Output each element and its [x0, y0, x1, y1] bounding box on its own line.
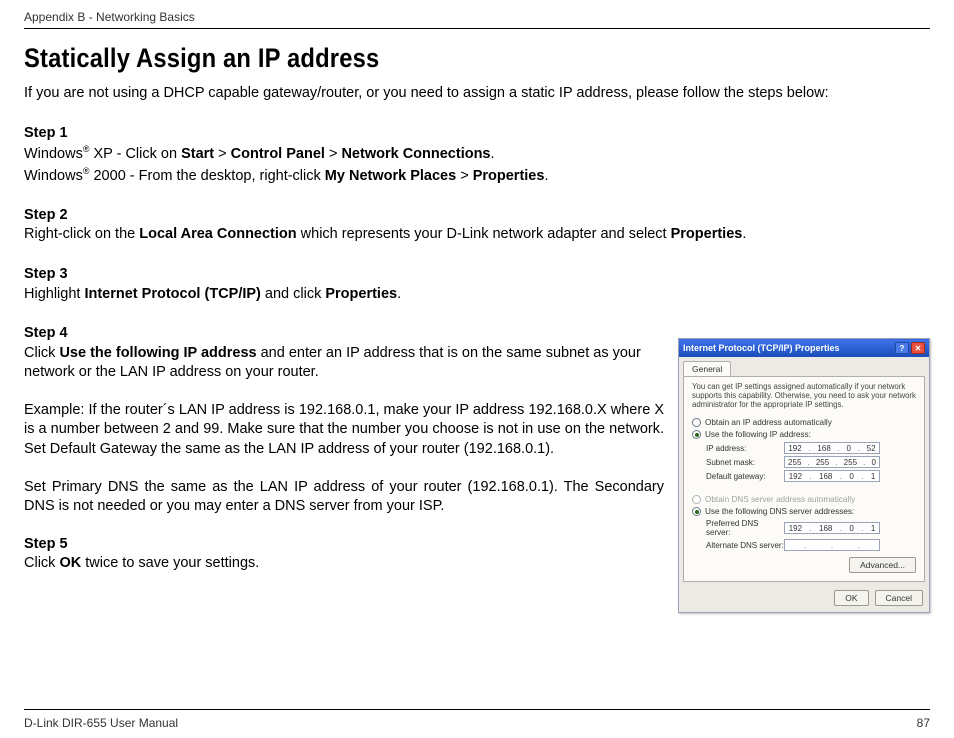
radio-use-dns-label: Use the following DNS server addresses: — [705, 507, 854, 516]
cancel-button[interactable]: Cancel — [875, 590, 923, 606]
step2-prop: Properties — [671, 226, 743, 242]
step-2: Step 2 Right-click on the Local Area Con… — [24, 206, 930, 245]
input-ip-address[interactable]: 192.168.0.52 — [784, 442, 880, 454]
step-3: Step 3 Highlight Internet Protocol (TCP/… — [24, 265, 930, 304]
dialog-titlebar: Internet Protocol (TCP/IP) Properties ? … — [679, 339, 929, 357]
step5-ok: OK — [59, 555, 81, 571]
step3-prop: Properties — [325, 286, 397, 302]
input-subnet-mask[interactable]: 255.255.255.0 — [784, 456, 880, 468]
step-5: Step 5 Click OK twice to save your setti… — [24, 535, 664, 574]
tcpip-properties-dialog: Internet Protocol (TCP/IP) Properties ? … — [678, 338, 930, 613]
step1-cp: Control Panel — [231, 146, 325, 162]
step2-lac: Local Area Connection — [139, 226, 296, 242]
advanced-button[interactable]: Advanced... — [849, 557, 916, 573]
step1-nc: Network Connections — [341, 146, 490, 162]
step-5-label: Step 5 — [24, 535, 664, 555]
step-4: Step 4 Click Use the following IP addres… — [24, 324, 664, 517]
step3-tcpip: Internet Protocol (TCP/IP) — [84, 286, 260, 302]
step1-2k-prefix: Windows — [24, 167, 83, 183]
step1-2k-mid: 2000 - From the desktop, right-click — [89, 167, 324, 183]
step4-example1: Example: If the router´s LAN IP address … — [24, 401, 664, 460]
step4-example2: Set Primary DNS the same as the LAN IP a… — [24, 478, 664, 517]
step-3-label: Step 3 — [24, 265, 930, 285]
tab-general[interactable]: General — [683, 361, 731, 376]
label-pdns: Preferred DNS server: — [706, 519, 784, 537]
footer-product: D-Link DIR-655 User Manual — [24, 716, 178, 730]
dialog-title: Internet Protocol (TCP/IP) Properties — [683, 343, 840, 353]
radio-auto-ip[interactable] — [692, 418, 701, 427]
ok-button[interactable]: OK — [834, 590, 868, 606]
radio-use-ip-label: Use the following IP address: — [705, 430, 811, 439]
step-1-label: Step 1 — [24, 124, 930, 144]
label-subnet: Subnet mask: — [706, 458, 784, 467]
radio-use-ip[interactable] — [692, 430, 701, 439]
radio-auto-dns — [692, 495, 701, 504]
header-appendix: Appendix B - Networking Basics — [24, 10, 930, 29]
help-button[interactable]: ? — [895, 342, 909, 354]
radio-auto-ip-label: Obtain an IP address automatically — [705, 418, 832, 427]
label-ip: IP address: — [706, 444, 784, 453]
step1-prop: Properties — [473, 167, 545, 183]
page-title: Statically Assign an IP address — [24, 43, 821, 74]
step4-useip: Use the following IP address — [59, 345, 256, 361]
label-adns: Alternate DNS server: — [706, 541, 784, 550]
step-1: Step 1 Windows® XP - Click on Start > Co… — [24, 124, 930, 186]
step1-start: Start — [181, 146, 214, 162]
input-preferred-dns[interactable]: 192.168.0.1 — [784, 522, 880, 534]
step1-xp-prefix: Windows — [24, 146, 83, 162]
step1-mnp: My Network Places — [325, 167, 456, 183]
close-button[interactable]: ✕ — [911, 342, 925, 354]
input-alternate-dns[interactable]: . . . — [784, 539, 880, 551]
dialog-description: You can get IP settings assigned automat… — [692, 383, 916, 410]
radio-auto-dns-label: Obtain DNS server address automatically — [705, 495, 855, 504]
footer-page-number: 87 — [917, 716, 930, 730]
intro-text: If you are not using a DHCP capable gate… — [24, 84, 930, 104]
label-gateway: Default gateway: — [706, 472, 784, 481]
input-default-gateway[interactable]: 192.168.0.1 — [784, 470, 880, 482]
radio-use-dns[interactable] — [692, 507, 701, 516]
step-4-label: Step 4 — [24, 324, 664, 344]
step-2-label: Step 2 — [24, 206, 930, 226]
step1-xp-mid: XP - Click on — [89, 146, 181, 162]
page-footer: D-Link DIR-655 User Manual 87 — [24, 709, 930, 730]
